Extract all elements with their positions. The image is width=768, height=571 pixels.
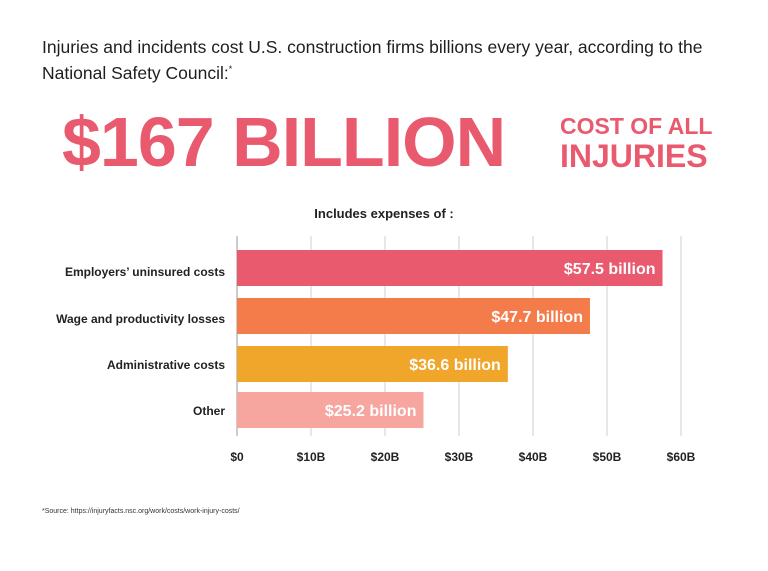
footnote-mark: * — [228, 64, 233, 74]
headline-caption: COST OF ALL INJURIES — [560, 113, 740, 173]
bar-value-label: $36.6 billion — [409, 357, 501, 374]
x-axis-ticks: $0 $10B $20B $30B $40B $50B $60B — [230, 450, 695, 464]
x-tick-label: $0 — [230, 450, 244, 464]
category-label-other: Other — [192, 404, 225, 418]
bar — [237, 346, 508, 382]
headline-caption-line1: COST OF ALL — [560, 113, 713, 139]
x-tick-label: $30B — [445, 450, 474, 464]
category-label-wage-productivity: Wage and productivity losses — [56, 312, 225, 326]
intro-sentence: Injuries and incidents cost U.S. constru… — [42, 37, 703, 83]
bar-value-label: $57.5 billion — [564, 261, 656, 278]
bar-value-label: $25.2 billion — [325, 403, 417, 420]
intro-text: Injuries and incidents cost U.S. constru… — [42, 36, 742, 84]
headline-value: $167 BILLION — [62, 103, 506, 181]
chart-title: Includes expenses of : — [314, 206, 454, 221]
category-label-employers-uninsured: Employers’ uninsured costs — [64, 265, 225, 279]
category-label-administrative: Administrative costs — [106, 358, 225, 372]
bars: $57.5 billion $47.7 billion $36.6 billion $… — [237, 250, 663, 428]
x-tick-label: $50B — [593, 450, 622, 464]
bar — [237, 392, 424, 428]
bar — [237, 298, 590, 334]
bar-value-label: $47.7 billion — [491, 309, 583, 326]
x-tick-label: $60B — [667, 450, 696, 464]
headline-caption-line2: INJURIES — [560, 138, 708, 174]
x-tick-label: $10B — [297, 450, 326, 464]
bar — [237, 250, 663, 286]
x-tick-label: $20B — [371, 450, 400, 464]
x-tick-label: $40B — [519, 450, 548, 464]
source-footnote: *Source: https://injuryfacts.nsc.org/wor… — [42, 508, 240, 515]
